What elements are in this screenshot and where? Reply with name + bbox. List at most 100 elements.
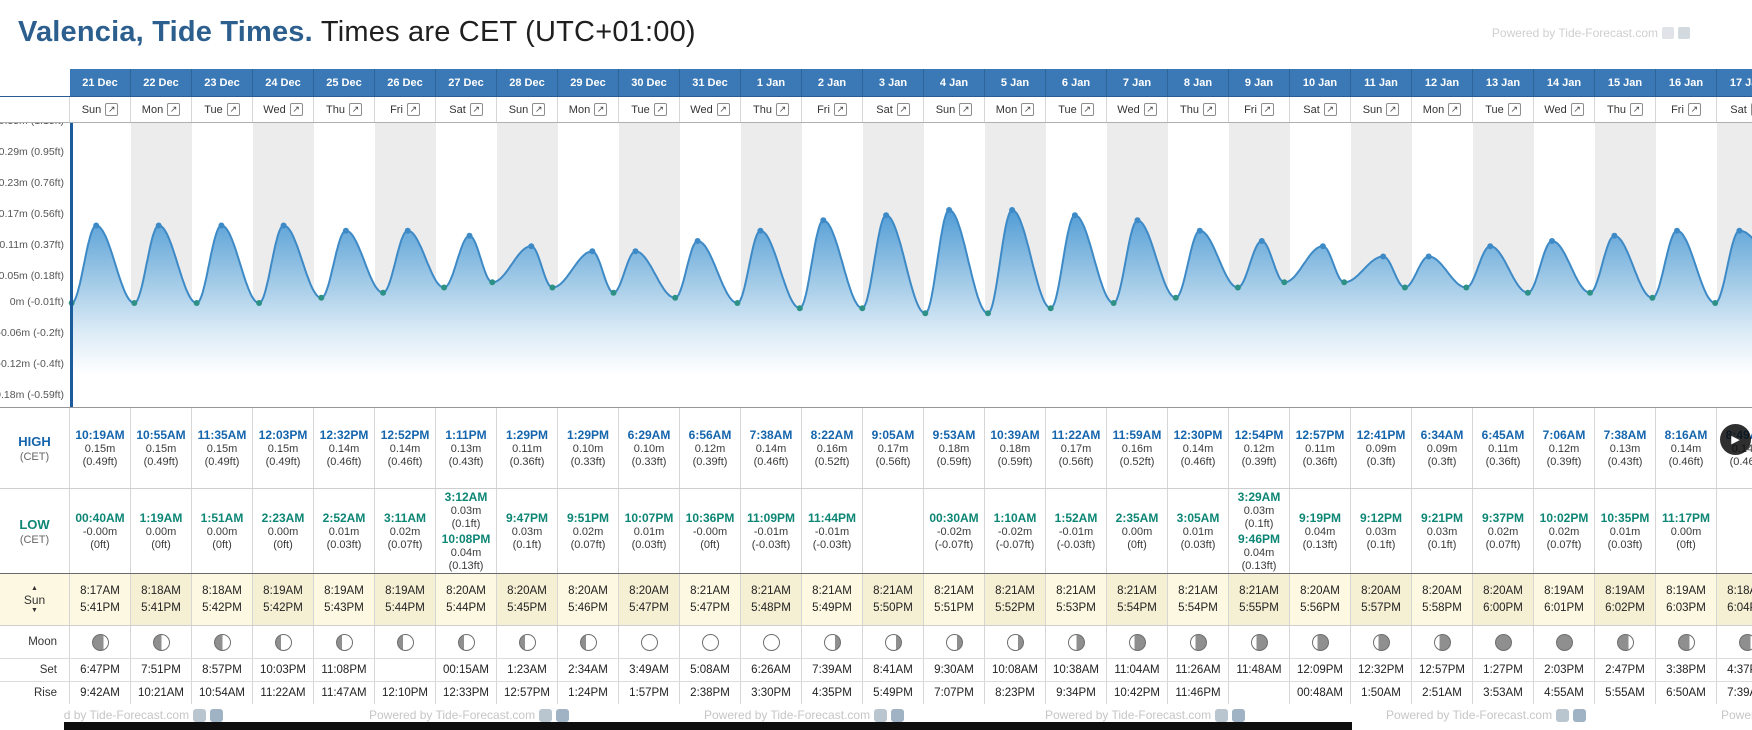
weekday-label: Thu [1180, 103, 1199, 116]
expand-icon[interactable]: ↗ [1080, 103, 1094, 116]
next-button[interactable]: ▶ [1720, 424, 1751, 455]
high-height-ft: (0.33ft) [631, 456, 667, 468]
low-height-ft: (-0.03ft) [1056, 539, 1096, 551]
date-header-cell[interactable]: 28 Dec [497, 69, 558, 96]
footer-watermark-row: Powered by Tide-Forecast.com Powered by … [0, 704, 1752, 728]
expand-icon[interactable]: ↗ [1570, 103, 1584, 116]
expand-icon[interactable]: ↗ [896, 103, 910, 116]
date-header-cell[interactable]: 16 Jan [1656, 69, 1717, 96]
moon-phase-icon-waxing-gibbous [1189, 633, 1207, 651]
date-header-cell[interactable]: 23 Dec [192, 69, 253, 96]
high-tide-dot [1487, 243, 1494, 250]
date-header-cell[interactable]: 5 Jan [985, 69, 1046, 96]
low-height-m: 0.02m [389, 526, 421, 538]
date-header-cell[interactable]: 3 Jan [863, 69, 924, 96]
expand-icon[interactable]: ↗ [1386, 103, 1400, 116]
low-tide-cell: 3:11AM 0.02m (0.07ft) [375, 489, 436, 573]
expand-icon[interactable]: ↗ [167, 103, 181, 116]
expand-icon[interactable]: ↗ [1260, 103, 1274, 116]
expand-icon[interactable]: ↗ [469, 103, 483, 116]
moonrise-cell: 4:35PM [802, 682, 863, 704]
date-header-cell[interactable]: 9 Jan [1229, 69, 1290, 96]
date-header-cell[interactable]: 29 Dec [558, 69, 619, 96]
sun-cell: 8:20AM 5:44PM [436, 574, 497, 625]
low-tide-dot [610, 289, 617, 296]
date-header-cell[interactable]: 25 Dec [314, 69, 375, 96]
moon-phase-icon-waxing-gibbous [1433, 633, 1451, 651]
low-height-ft: (0.1ft) [1366, 539, 1396, 551]
expand-icon[interactable]: ↗ [1021, 103, 1035, 116]
high-height-m: 0.16m [816, 443, 848, 455]
sun-cell: 8:18AM 6:04PM [1717, 574, 1752, 625]
moon-cell [1412, 626, 1473, 658]
date-header-cell[interactable]: 12 Jan [1412, 69, 1473, 96]
weekday-cell: Wed ↗ [1107, 97, 1168, 122]
expand-icon[interactable]: ↗ [1750, 103, 1752, 116]
moon-cell [1595, 626, 1656, 658]
low-tide-dot [922, 310, 929, 317]
expand-icon[interactable]: ↗ [1143, 103, 1157, 116]
low-tide-cell: 1:52AM -0.01m (-0.03ft) [1046, 489, 1107, 573]
weekday-label: Tue [1485, 103, 1504, 116]
date-header-cell[interactable]: 27 Dec [436, 69, 497, 96]
expand-icon[interactable]: ↗ [348, 103, 362, 116]
date-header-cell[interactable]: 21 Dec [70, 69, 131, 96]
high-tide-dot [694, 238, 701, 244]
expand-icon[interactable]: ↗ [959, 103, 973, 116]
high-tide-cell: 1:11PM 0.13m (0.43ft) [436, 408, 497, 488]
expand-icon[interactable]: ↗ [716, 103, 730, 116]
y-axis-tick: 0.29m (0.95ft) [0, 146, 64, 159]
date-header-cell[interactable]: 11 Jan [1351, 69, 1412, 96]
expand-icon[interactable]: ↗ [1448, 103, 1462, 116]
expand-icon[interactable]: ↗ [833, 103, 847, 116]
low-tide-dot [1234, 284, 1241, 291]
date-header-cell[interactable]: 24 Dec [253, 69, 314, 96]
expand-icon[interactable]: ↗ [105, 103, 119, 116]
date-header-cell[interactable]: 1 Jan [741, 69, 802, 96]
sunrise-time: 8:19AM [1605, 584, 1645, 597]
date-header-cell[interactable]: 31 Dec [680, 69, 741, 96]
moonset-cell: 12:32PM [1351, 659, 1412, 681]
date-header-cell[interactable]: 7 Jan [1107, 69, 1168, 96]
sunrise-time: 8:21AM [873, 584, 913, 597]
expand-icon[interactable]: ↗ [775, 103, 789, 116]
moonrise-cell: 00:48AM [1290, 682, 1351, 704]
expand-icon[interactable]: ↗ [289, 103, 303, 116]
high-height-ft: (0.49ft) [143, 456, 179, 468]
moonrise-cell: 2:38PM [680, 682, 741, 704]
watermark-icon [556, 708, 570, 722]
expand-icon[interactable]: ↗ [532, 103, 546, 116]
date-header-cell[interactable]: 17 Jan [1717, 69, 1752, 96]
date-header-cell[interactable]: 26 Dec [375, 69, 436, 96]
date-header-cell[interactable]: 22 Dec [131, 69, 192, 96]
expand-icon[interactable]: ↗ [1629, 103, 1643, 116]
moon-phase-icon-waning-crescent [396, 633, 414, 651]
moon-cell [253, 626, 314, 658]
expand-icon[interactable]: ↗ [594, 103, 608, 116]
date-header-cell[interactable]: 30 Dec [619, 69, 680, 96]
expand-icon[interactable]: ↗ [226, 103, 240, 116]
y-axis-tick: 0.11m (0.37ft) [0, 239, 64, 252]
date-header-cell[interactable]: 13 Jan [1473, 69, 1534, 96]
date-header-cell[interactable]: 8 Jan [1168, 69, 1229, 96]
expand-icon[interactable]: ↗ [653, 103, 667, 116]
date-header-cell[interactable]: 4 Jan [924, 69, 985, 96]
high-time: 7:06AM [1542, 428, 1586, 442]
date-header-cell[interactable]: 10 Jan [1290, 69, 1351, 96]
low-tide-dot [256, 300, 263, 306]
date-header-cell[interactable]: 2 Jan [802, 69, 863, 96]
date-header-cell[interactable]: 15 Jan [1595, 69, 1656, 96]
date-header-cell[interactable]: 14 Jan [1534, 69, 1595, 96]
low-height-ft: (0.07ft) [387, 539, 423, 551]
expand-icon[interactable]: ↗ [406, 103, 420, 116]
moonset-cell: 2:03PM [1534, 659, 1595, 681]
low-tide-dot [441, 284, 448, 291]
date-header-cell[interactable]: 6 Jan [1046, 69, 1107, 96]
high-time: 12:57PM [1295, 428, 1345, 442]
expand-icon[interactable]: ↗ [1202, 103, 1216, 116]
moon-cell [619, 626, 680, 658]
high-height-ft: (0.39ft) [1241, 456, 1277, 468]
expand-icon[interactable]: ↗ [1323, 103, 1337, 116]
expand-icon[interactable]: ↗ [1687, 103, 1701, 116]
expand-icon[interactable]: ↗ [1507, 103, 1521, 116]
